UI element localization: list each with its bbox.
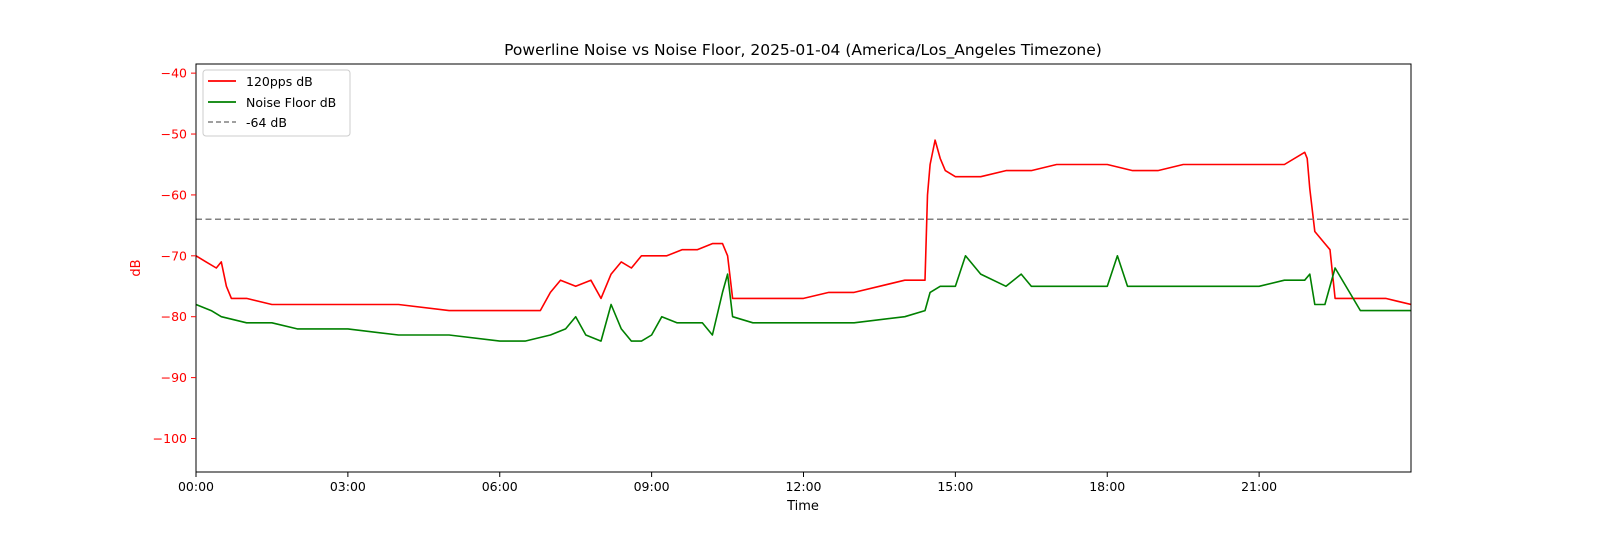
- x-tick-label: 06:00: [482, 479, 518, 494]
- y-axis-title: dB: [129, 259, 144, 276]
- y-tick-label: −40: [161, 66, 187, 81]
- series-line-120pps: [196, 139, 1411, 312]
- x-tick-label: 09:00: [634, 479, 670, 494]
- x-axis-title: Time: [786, 499, 819, 514]
- y-tick-label: −100: [153, 431, 187, 446]
- y-tick-label: −50: [161, 127, 187, 142]
- series-line-noise-floor: [196, 255, 1411, 342]
- x-tick-label: 00:00: [178, 479, 214, 494]
- y-tick-label: −80: [161, 309, 187, 324]
- y-tick-label: −70: [161, 248, 187, 263]
- legend-label-120pps: 120pps dB: [246, 74, 313, 89]
- legend-label-threshold: -64 dB: [246, 115, 287, 130]
- y-tick-label: −60: [161, 187, 187, 202]
- legend: 120pps dB Noise Floor dB -64 dB: [202, 69, 351, 137]
- y-axis: −40 −50 −60 −70 −80 −90 −100: [153, 66, 196, 446]
- x-tick-label: 21:00: [1241, 479, 1277, 494]
- x-tick-label: 18:00: [1089, 479, 1125, 494]
- series-layer: [196, 139, 1411, 342]
- x-tick-label: 15:00: [937, 479, 973, 494]
- x-axis: 00:00 03:00 06:00 09:00 12:00 15:00 18:00 21:00: [178, 472, 1277, 494]
- legend-box: [202, 69, 351, 137]
- plot-area: [195, 63, 1412, 473]
- x-tick-label: 12:00: [785, 479, 821, 494]
- legend-label-noise-floor: Noise Floor dB: [246, 95, 336, 110]
- x-tick-label: 03:00: [330, 479, 366, 494]
- y-tick-label: −90: [161, 370, 187, 385]
- chart-title: Powerline Noise vs Noise Floor, 2025-01-…: [504, 41, 1102, 60]
